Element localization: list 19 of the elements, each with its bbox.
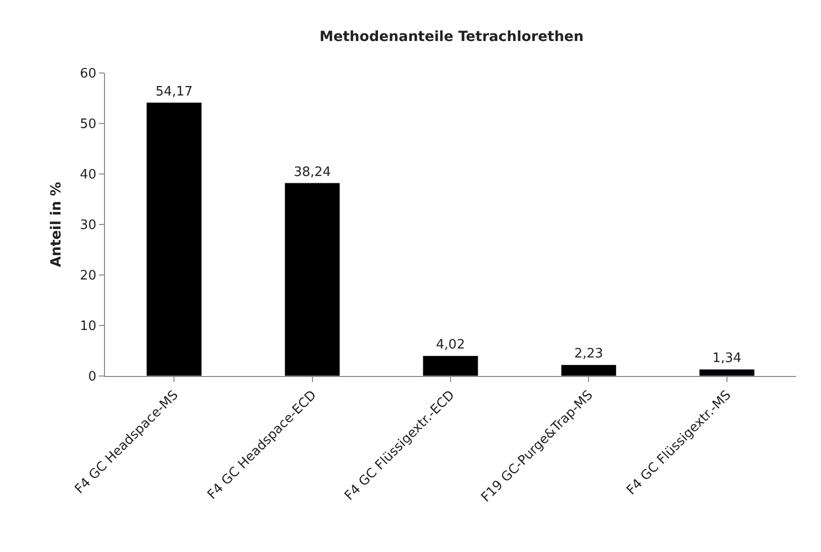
y-tick-label: 10 [80, 319, 96, 334]
y-axis-title: Anteil in % [48, 182, 64, 268]
bar [146, 102, 202, 376]
chart-title: Methodenanteile Tetrachlorethen [319, 28, 584, 45]
data-label: 2,23 [574, 346, 604, 362]
y-tick-label: 20 [80, 268, 96, 284]
y-tick-label: 60 [80, 66, 96, 82]
y-tick-label: 50 [80, 117, 96, 132]
y-tick-label: 0 [88, 370, 96, 385]
data-label: 38,24 [294, 164, 331, 180]
y-tick-label: 30 [80, 218, 96, 234]
bar [422, 355, 478, 376]
bar [284, 182, 340, 376]
bar [560, 364, 617, 376]
data-label: 1,34 [712, 351, 742, 366]
bar [699, 368, 755, 376]
data-label: 4,02 [436, 338, 465, 353]
data-label: 54,17 [155, 84, 193, 100]
y-tick-label: 40 [80, 168, 96, 183]
